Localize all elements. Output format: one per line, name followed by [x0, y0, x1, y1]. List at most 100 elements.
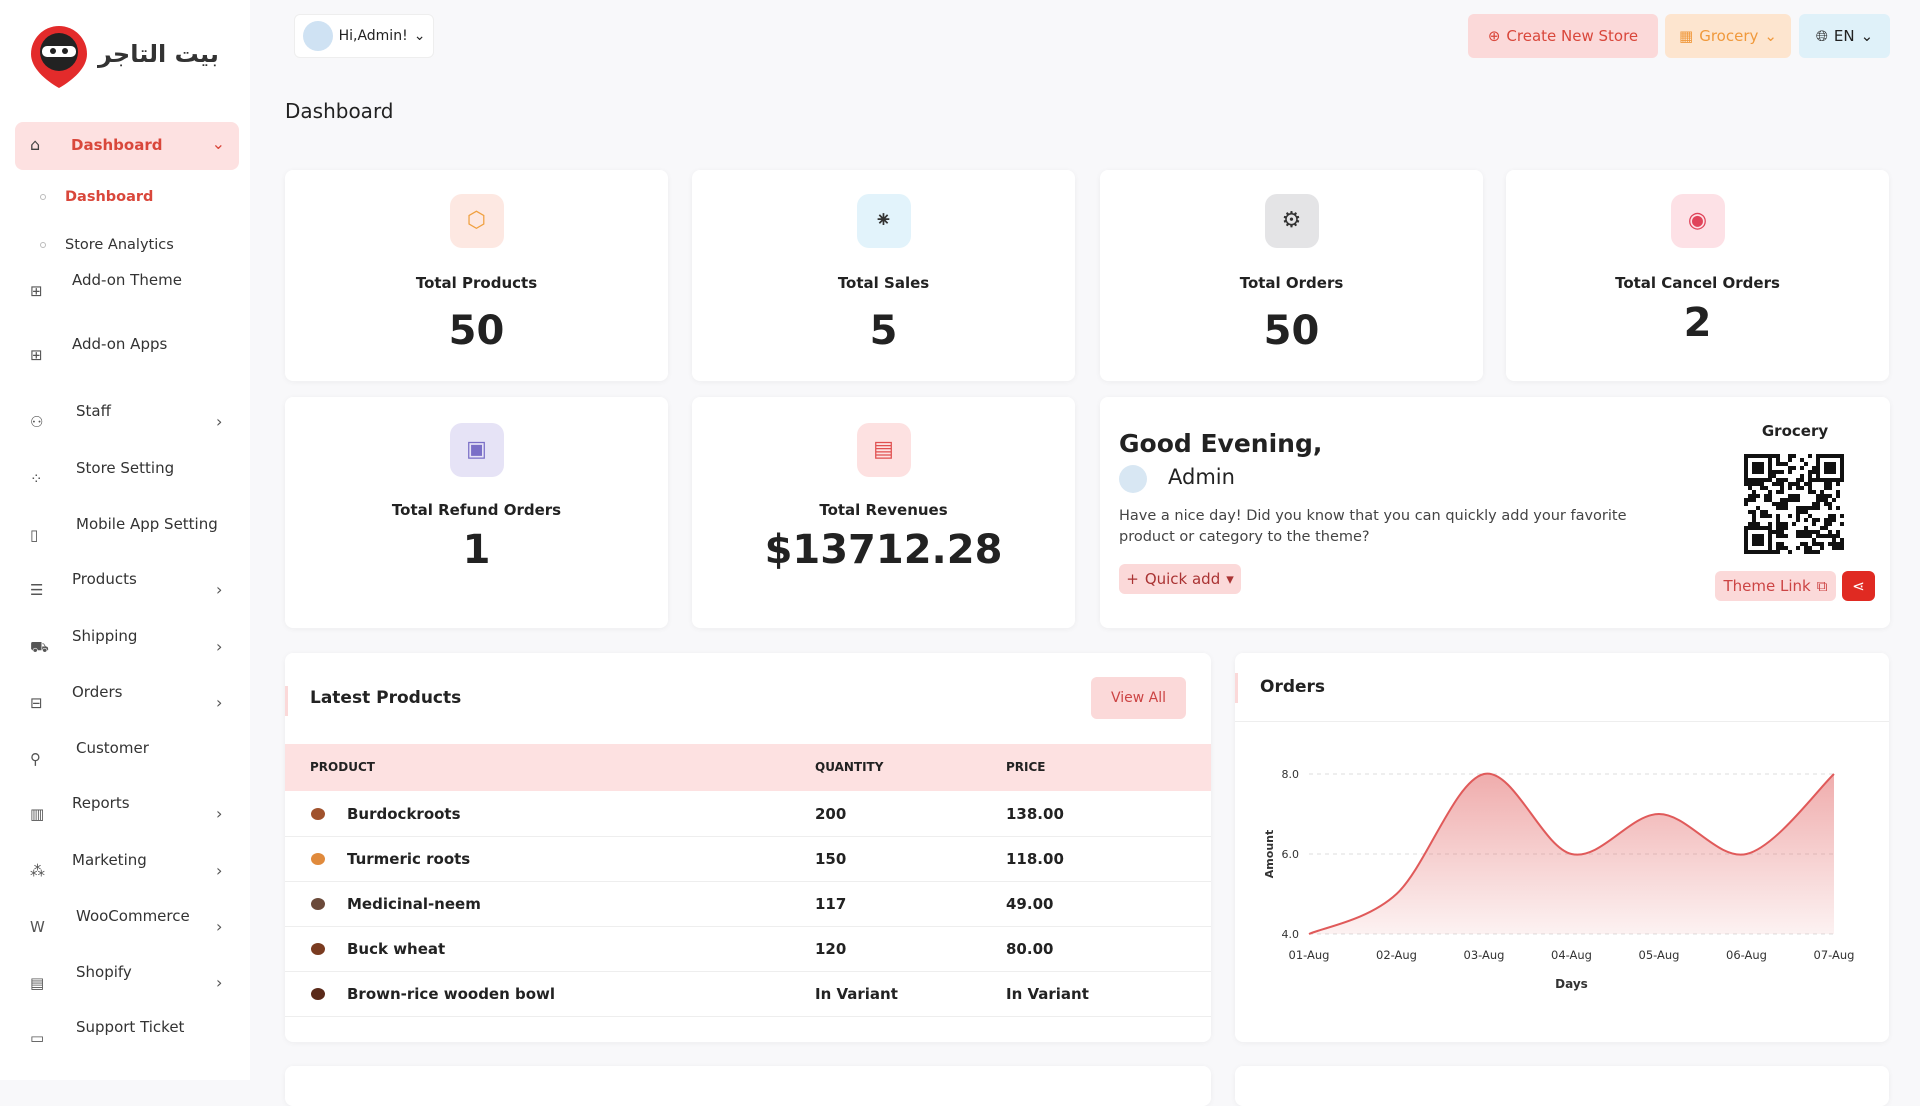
table-cell: 138.00 [1006, 805, 1064, 823]
qr-module [1796, 498, 1800, 502]
user-menu[interactable]: Hi,Admin! ⌄ [294, 14, 434, 58]
qr-module [1788, 498, 1792, 502]
qr-module [1784, 526, 1788, 530]
share-button[interactable]: ⋖ [1842, 571, 1875, 601]
table-cell: Burdockroots [347, 805, 461, 823]
y-axis-label: Amount [1263, 830, 1276, 878]
nav-item[interactable]: Shipping [72, 627, 138, 645]
qr-module [1752, 490, 1756, 494]
qr-module [1808, 470, 1812, 474]
qr-module [1752, 494, 1756, 498]
qr-module [1836, 494, 1840, 498]
nav-item[interactable]: Reports [72, 794, 130, 812]
qr-module [1796, 506, 1800, 510]
nav-item[interactable]: WooCommerce [76, 907, 190, 925]
nav-item[interactable]: Add-on Theme [72, 271, 182, 289]
x-tick-label: 04-Aug [1551, 948, 1592, 962]
qr-module [1804, 542, 1808, 546]
nav-item[interactable]: Orders [72, 683, 123, 701]
nav-item[interactable]: Staff [76, 402, 111, 420]
qr-module [1800, 534, 1804, 538]
qr-module [1816, 502, 1820, 506]
card-partial [1235, 1066, 1889, 1106]
qr-module [1836, 490, 1840, 494]
latest-products-card: Latest Products View All PRODUCT QUANTIT… [285, 653, 1211, 1042]
nav-icon: ⊟ [30, 694, 43, 712]
nav-item[interactable]: Support Ticket [76, 1018, 185, 1036]
qr-module [1816, 550, 1820, 554]
qr-module [1776, 522, 1780, 526]
qr-module [1756, 494, 1760, 498]
sub-nav-item[interactable]: Store Analytics [65, 237, 174, 253]
quick-add-button[interactable]: + Quick add ▾ [1119, 564, 1241, 594]
nav-item-active[interactable]: Dashboard ⌂ ⌄ [15, 122, 239, 170]
create-store-button[interactable]: ⊕ Create New Store [1468, 14, 1658, 58]
qr-module [1832, 542, 1836, 546]
nav-arrow: › [216, 693, 223, 712]
qr-module [1776, 470, 1780, 474]
qr-module [1788, 482, 1792, 486]
nav-icon: ⁘ [30, 470, 43, 488]
product-image [311, 943, 325, 955]
stat-label: Total Orders [1239, 274, 1344, 292]
qr-module [1792, 454, 1796, 458]
qr-module [1832, 538, 1836, 542]
qr-module [1772, 550, 1776, 554]
qr-module [1808, 482, 1812, 486]
qr-module [1840, 522, 1844, 526]
qr-module [1800, 458, 1804, 462]
qr-module [1788, 470, 1792, 474]
nav-item[interactable]: Mobile App Setting [76, 515, 218, 533]
nav-item[interactable]: Marketing [72, 851, 147, 869]
qr-module [1820, 498, 1824, 502]
nav-item[interactable]: Customer [76, 739, 149, 757]
stat-label: Total Cancel Orders [1615, 274, 1780, 292]
nav-item[interactable]: Shopify [76, 963, 132, 981]
language-select[interactable]: 🌐︎ EN ⌄ [1799, 14, 1890, 58]
qr-module [1808, 490, 1812, 494]
qr-module [1776, 490, 1780, 494]
view-all-button[interactable]: View All [1091, 677, 1186, 719]
qr-module [1748, 482, 1752, 486]
welcome-card: Good Evening, Admin Have a nice day! Did… [1100, 397, 1890, 628]
qr-module [1760, 486, 1764, 490]
qr-module [1828, 514, 1832, 518]
sub-nav-item[interactable]: Dashboard [65, 189, 154, 205]
qr-module [1804, 526, 1808, 530]
qr-module [1828, 494, 1832, 498]
qr-module [1812, 518, 1816, 522]
x-tick-label: 02-Aug [1376, 948, 1417, 962]
table-cell: In Variant [815, 985, 898, 1003]
qr-module [1780, 482, 1784, 486]
theme-link-button[interactable]: Theme Link ⧉ [1715, 571, 1836, 601]
qr-module [1800, 478, 1804, 482]
qr-module [1808, 530, 1812, 534]
qr-module [1828, 522, 1832, 526]
store-label: Grocery [1699, 27, 1759, 45]
qr-module [1828, 506, 1832, 510]
qr-module [1824, 482, 1828, 486]
nav-item[interactable]: Add-on Apps [72, 335, 168, 353]
qr-module [1824, 526, 1828, 530]
x-tick-label: 06-Aug [1726, 948, 1767, 962]
nav-item[interactable]: Products [72, 570, 137, 588]
qr-module [1800, 474, 1804, 478]
qr-module [1776, 454, 1780, 458]
qr-module [1816, 506, 1820, 510]
table-cell: Medicinal-neem [347, 895, 481, 913]
qr-module [1804, 534, 1808, 538]
nav-label: Dashboard [71, 136, 163, 154]
theme-link-label: Theme Link [1723, 577, 1811, 595]
stat-card: ▤ Total Revenues $13712.28 [692, 397, 1075, 628]
admin-avatar [1119, 465, 1147, 493]
qr-module [1804, 530, 1808, 534]
nav-item[interactable]: Store Setting [76, 459, 175, 477]
stat-card: ⁕ Total Sales 5 [692, 170, 1075, 381]
qr-module [1784, 478, 1788, 482]
qr-module [1800, 506, 1804, 510]
qr-module [1812, 490, 1816, 494]
qr-module [1764, 498, 1768, 502]
qr-module [1836, 482, 1840, 486]
qr-module [1776, 478, 1780, 482]
store-select[interactable]: ▦ Grocery ⌄ [1665, 14, 1791, 58]
